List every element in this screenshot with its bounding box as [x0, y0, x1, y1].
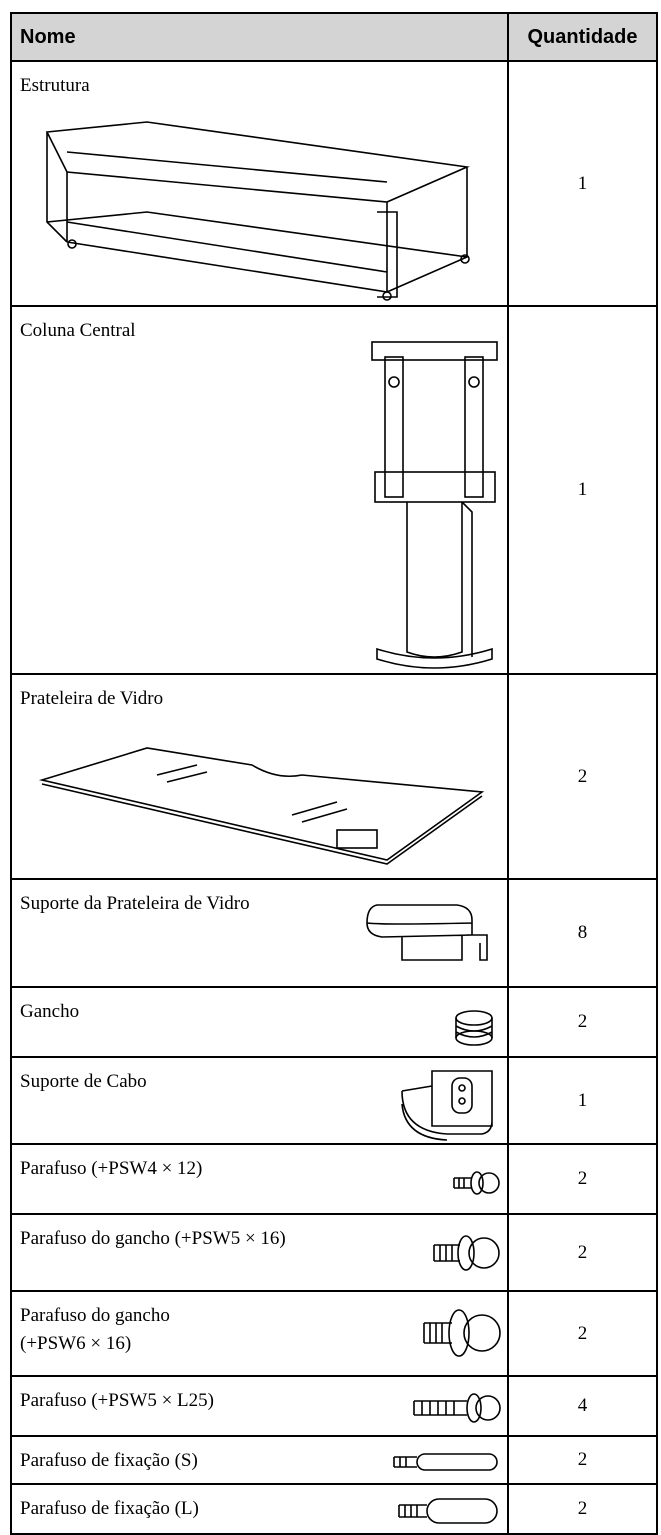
part-name: Coluna Central — [20, 320, 136, 341]
name-cell: Parafuso do gancho (+PSW5 × 16) — [10, 1213, 509, 1292]
name-cell: Parafuso do gancho (+PSW6 × 16) — [10, 1290, 509, 1377]
screw-illustration — [413, 1393, 501, 1423]
row: Prateleira de Vidro 2 — [10, 673, 658, 880]
bracket-illustration — [366, 904, 488, 961]
row: Parafuso do gancho (+PSW5 × 16) 2 — [10, 1213, 658, 1292]
part-name: Parafuso (+PSW4 × 12) — [20, 1158, 203, 1179]
name-cell: Parafuso (+PSW4 × 12) — [10, 1143, 509, 1215]
row: Suporte da Prateleira de Vidro 8 — [10, 878, 658, 988]
header-quantity: Quantidade — [507, 12, 658, 62]
row: Parafuso (+PSW5 × L25) 4 — [10, 1375, 658, 1437]
name-cell: Prateleira de Vidro — [10, 673, 509, 880]
quantity-cell: 4 — [507, 1375, 658, 1437]
row: Parafuso do gancho (+PSW6 × 16) 2 — [10, 1290, 658, 1377]
part-name: Parafuso do gancho (+PSW6 × 16) — [20, 1305, 170, 1354]
part-name: Estrutura — [20, 75, 90, 96]
screw-illustration — [433, 1235, 500, 1271]
part-name: Parafuso de fixação (S) — [20, 1450, 198, 1471]
header-name: Nome — [10, 12, 509, 62]
frame-illustration — [45, 121, 470, 301]
screw-illustration — [398, 1498, 498, 1524]
name-cell: Gancho — [10, 986, 509, 1058]
row: Suporte de Cabo 1 — [10, 1056, 658, 1145]
screw-illustration — [453, 1171, 500, 1195]
name-cell: Suporte de Cabo — [10, 1056, 509, 1145]
glass-illustration — [38, 747, 485, 865]
name-cell: Coluna Central — [10, 305, 509, 675]
part-name: Suporte de Cabo — [20, 1071, 147, 1092]
row: Parafuso de fixação (S) 2 — [10, 1435, 658, 1485]
name-cell: Suporte da Prateleira de Vidro — [10, 878, 509, 988]
part-name: Parafuso do gancho (+PSW5 × 16) — [20, 1228, 286, 1249]
screw-illustration — [393, 1453, 498, 1471]
screw-illustration — [423, 1309, 501, 1357]
row: Coluna Central 1 — [10, 305, 658, 675]
quantity-cell: 2 — [507, 1143, 658, 1215]
row: Parafuso de fixação (L) 2 — [10, 1483, 658, 1535]
name-cell: Estrutura — [10, 60, 509, 307]
column-illustration — [371, 341, 498, 669]
quantity-cell: 2 — [507, 986, 658, 1058]
quantity-cell: 2 — [507, 1213, 658, 1292]
quantity-cell: 2 — [507, 673, 658, 880]
name-cell: Parafuso (+PSW5 × L25) — [10, 1375, 509, 1437]
quantity-cell: 2 — [507, 1435, 658, 1485]
cable-holder-illustration — [401, 1070, 493, 1141]
row: Estrutura 1 — [10, 60, 658, 307]
part-name: Prateleira de Vidro — [20, 688, 164, 709]
quantity-cell: 2 — [507, 1290, 658, 1377]
name-cell: Parafuso de fixação (S) — [10, 1435, 509, 1485]
quantity-cell: 2 — [507, 1483, 658, 1535]
row: Parafuso (+PSW4 × 12) 2 — [10, 1143, 658, 1215]
part-name: Suporte da Prateleira de Vidro — [20, 893, 250, 914]
quantity-cell: 1 — [507, 1056, 658, 1145]
part-name: Parafuso (+PSW5 × L25) — [20, 1390, 214, 1411]
hook-illustration — [455, 1010, 493, 1046]
part-name: Gancho — [20, 1001, 80, 1022]
quantity-cell: 1 — [507, 60, 658, 307]
parts-table: Nome Quantidade Estrutura 1 Coluna Centra… — [10, 12, 658, 1535]
quantity-cell: 1 — [507, 305, 658, 675]
part-name: Parafuso de fixação (L) — [20, 1498, 199, 1519]
name-cell: Parafuso de fixação (L) — [10, 1483, 509, 1535]
header-row: Nome Quantidade — [10, 12, 658, 62]
row: Gancho 2 — [10, 986, 658, 1058]
quantity-cell: 8 — [507, 878, 658, 988]
